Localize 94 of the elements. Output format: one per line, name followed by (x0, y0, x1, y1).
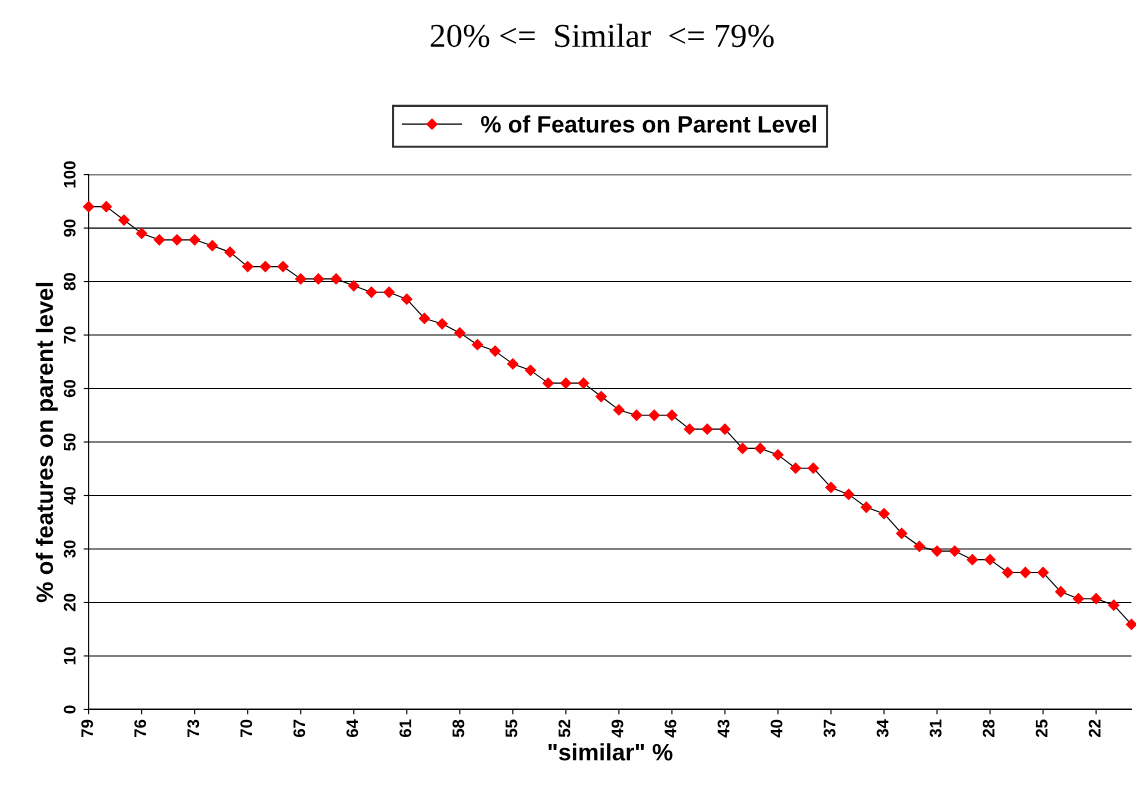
point (507, 358, 519, 370)
point (365, 286, 378, 298)
point (1055, 586, 1067, 598)
point (312, 273, 324, 285)
point (401, 293, 413, 305)
point (807, 462, 819, 474)
point (83, 201, 95, 213)
point (524, 364, 537, 376)
y-tick-label: 0 (63, 705, 76, 714)
x-tick-label: 22 (1088, 719, 1101, 738)
point (683, 423, 696, 435)
point (259, 260, 271, 273)
point (277, 260, 289, 273)
point (613, 404, 625, 416)
x-tick-label: 79 (81, 719, 94, 737)
point (825, 481, 837, 494)
point (100, 201, 112, 213)
point (666, 409, 678, 421)
point (966, 554, 978, 566)
x-tick-label: 49 (611, 719, 624, 738)
x-tick-label: 61 (399, 719, 412, 738)
legend-label: % of Features on Parent Level (480, 115, 816, 133)
x-tick-label: 43 (717, 719, 730, 738)
point (1125, 618, 1136, 630)
point (984, 554, 996, 566)
point (1072, 593, 1085, 605)
y-tick-label: 50 (63, 433, 76, 451)
point (454, 327, 466, 339)
point (436, 318, 448, 330)
point (949, 545, 961, 557)
x-tick-label: 46 (664, 719, 677, 738)
y-tick-label: 70 (63, 326, 76, 344)
point (153, 234, 165, 246)
y-tick-label: 60 (63, 379, 76, 398)
x-tick-label: 76 (134, 719, 147, 737)
x-tick-label: 70 (240, 719, 253, 737)
point (719, 423, 731, 435)
point (772, 449, 784, 461)
point (224, 246, 236, 258)
y-tick-label: 90 (63, 219, 76, 237)
x-axis-title: "similar" % (548, 743, 673, 761)
point (1019, 566, 1032, 579)
point (736, 442, 749, 455)
point (489, 345, 501, 357)
y-tick-label: 30 (63, 540, 76, 558)
chart-title: 20% <= Similar <= 79% (430, 23, 774, 48)
x-tick-label: 40 (770, 719, 783, 738)
point (577, 377, 590, 389)
point (896, 527, 908, 540)
y-tick-label: 20 (63, 593, 76, 612)
x-tick-label: 52 (558, 719, 571, 738)
point (595, 390, 607, 403)
point (701, 423, 713, 435)
point (931, 545, 943, 557)
point (330, 273, 342, 285)
x-tick-label: 34 (876, 719, 889, 738)
point (648, 409, 660, 421)
y-tick-label: 40 (63, 486, 76, 505)
x-tick-label: 58 (452, 719, 465, 738)
point (136, 227, 148, 240)
point (171, 234, 183, 246)
x-tick-label: 64 (346, 719, 359, 738)
x-tick-label: 31 (929, 719, 942, 738)
x-tick-label: 55 (505, 719, 518, 738)
x-tick-label: 37 (823, 719, 836, 738)
point (383, 286, 395, 298)
point (1002, 566, 1014, 579)
point (1037, 566, 1049, 579)
point (790, 462, 802, 474)
x-tick-label: 73 (187, 719, 200, 737)
x-tick-label: 28 (982, 719, 995, 738)
y-tick-label: 10 (63, 647, 76, 665)
point (189, 234, 201, 246)
point (242, 260, 254, 273)
point (843, 488, 855, 501)
x-tick-label: 25 (1035, 719, 1048, 738)
point (471, 339, 484, 351)
point (206, 240, 218, 252)
point (418, 312, 431, 325)
point (913, 540, 925, 552)
point (878, 508, 890, 520)
point (560, 377, 572, 389)
point (542, 377, 554, 389)
point (630, 409, 643, 421)
point (754, 442, 766, 455)
y-tick-label: 100 (63, 161, 76, 188)
y-tick-label: 80 (63, 272, 76, 291)
y-axis-title: % of features on parent level (35, 282, 58, 603)
point (1090, 593, 1102, 605)
x-tick-label: 67 (293, 719, 306, 738)
point (860, 501, 872, 513)
point (1108, 599, 1120, 611)
point (295, 273, 307, 285)
point (348, 280, 360, 292)
